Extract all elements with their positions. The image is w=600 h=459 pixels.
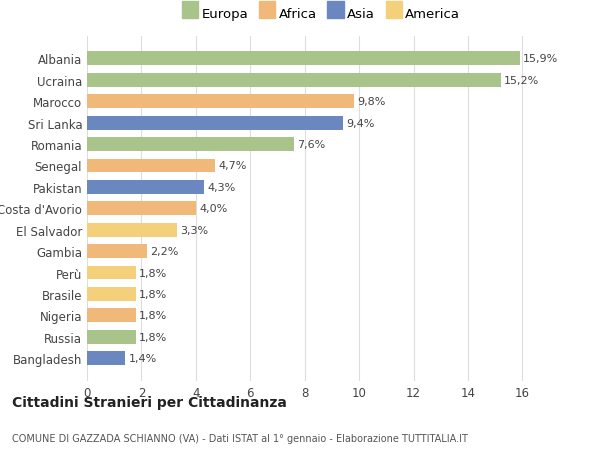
Bar xyxy=(87,138,294,152)
Text: 4,7%: 4,7% xyxy=(218,161,247,171)
Text: 1,8%: 1,8% xyxy=(139,268,167,278)
Bar xyxy=(87,287,136,301)
Bar xyxy=(87,330,136,344)
Text: COMUNE DI GAZZADA SCHIANNO (VA) - Dati ISTAT al 1° gennaio - Elaborazione TUTTIT: COMUNE DI GAZZADA SCHIANNO (VA) - Dati I… xyxy=(12,433,468,442)
Text: 4,0%: 4,0% xyxy=(199,204,227,214)
Bar xyxy=(87,180,204,195)
Text: 2,2%: 2,2% xyxy=(150,246,179,257)
Bar xyxy=(87,52,520,66)
Text: 1,8%: 1,8% xyxy=(139,311,167,321)
Bar xyxy=(87,202,196,216)
Text: 1,4%: 1,4% xyxy=(128,353,157,364)
Bar xyxy=(87,352,125,365)
Text: 9,8%: 9,8% xyxy=(357,97,385,107)
Legend: Europa, Africa, Asia, America: Europa, Africa, Asia, America xyxy=(179,5,463,23)
Text: 15,2%: 15,2% xyxy=(504,76,539,86)
Bar xyxy=(87,223,177,237)
Bar xyxy=(87,309,136,323)
Text: 1,8%: 1,8% xyxy=(139,289,167,299)
Bar xyxy=(87,245,147,258)
Bar xyxy=(87,95,353,109)
Text: 3,3%: 3,3% xyxy=(180,225,208,235)
Bar xyxy=(87,74,500,88)
Text: 1,8%: 1,8% xyxy=(139,332,167,342)
Text: 7,6%: 7,6% xyxy=(297,140,325,150)
Text: 4,3%: 4,3% xyxy=(207,183,236,192)
Bar xyxy=(87,266,136,280)
Text: Cittadini Stranieri per Cittadinanza: Cittadini Stranieri per Cittadinanza xyxy=(12,395,287,409)
Text: 15,9%: 15,9% xyxy=(523,54,558,64)
Text: 9,4%: 9,4% xyxy=(346,118,374,129)
Bar xyxy=(87,159,215,173)
Bar xyxy=(87,117,343,130)
